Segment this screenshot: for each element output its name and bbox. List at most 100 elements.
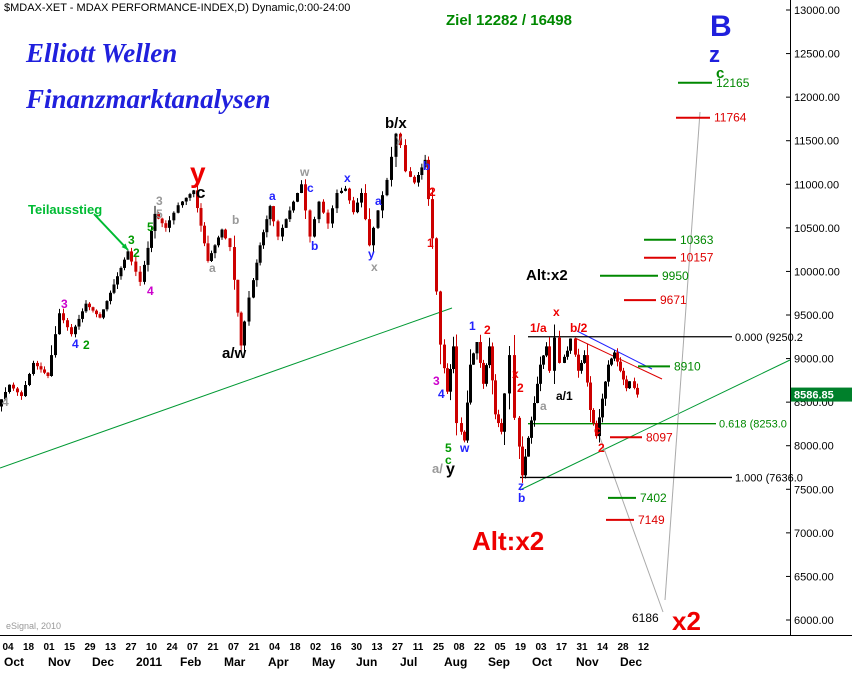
- svg-text:27: 27: [392, 642, 404, 653]
- wave-label: b: [311, 239, 318, 253]
- esignal-watermark: eSignal, 2010: [6, 621, 62, 631]
- svg-text:May: May: [312, 655, 336, 669]
- svg-text:0.000 (9250.2: 0.000 (9250.2: [735, 332, 803, 344]
- svg-text:0.618 (8253.0: 0.618 (8253.0: [719, 419, 787, 431]
- svg-text:7000.00: 7000.00: [794, 528, 834, 540]
- svg-text:15: 15: [64, 642, 76, 653]
- svg-text:Nov: Nov: [48, 655, 71, 669]
- svg-text:10: 10: [146, 642, 158, 653]
- svg-text:9000.00: 9000.00: [794, 354, 834, 366]
- wave-label: 1: [427, 236, 434, 250]
- wave-label: 5: [147, 220, 154, 234]
- svg-text:6000.00: 6000.00: [794, 615, 834, 627]
- brand-line1: Elliott Wellen: [26, 38, 178, 68]
- svg-text:30: 30: [351, 642, 363, 653]
- svg-text:Jun: Jun: [356, 655, 377, 669]
- wave-label: b: [423, 159, 430, 173]
- last-price-badge: 8586.85: [791, 387, 852, 402]
- svg-text:1.000 (7636.0: 1.000 (7636.0: [735, 472, 803, 484]
- target-levels: 12165 11764 10363 10157 9950 9671 8910 8097 7402…: [600, 76, 750, 527]
- wave-label: a: [375, 194, 382, 208]
- svg-text:07: 07: [228, 642, 240, 653]
- svg-text:12: 12: [638, 642, 650, 653]
- wave-label: y: [190, 157, 206, 188]
- svg-text:05: 05: [494, 642, 506, 653]
- annotation-arrow: [93, 213, 129, 251]
- svg-text:04: 04: [269, 642, 281, 653]
- wave-label: Teilausstieg: [28, 202, 102, 217]
- wave-label: b/2: [570, 321, 588, 335]
- wave-label: 4: [2, 395, 9, 409]
- brand-watermark: Elliott Wellen Finanzmarktanalysen: [26, 30, 271, 122]
- svg-text:Feb: Feb: [180, 655, 201, 669]
- wave-label: 5: [156, 207, 163, 221]
- wave-label: x: [344, 171, 351, 185]
- wave-label: y: [368, 247, 375, 261]
- svg-text:25: 25: [433, 642, 445, 653]
- wave-label: c: [307, 181, 314, 195]
- svg-text:Dec: Dec: [92, 655, 114, 669]
- wave-label: b: [518, 491, 525, 505]
- wave-label: a/1: [556, 389, 573, 403]
- svg-text:17: 17: [556, 642, 568, 653]
- wave-label: 4: [72, 337, 79, 351]
- svg-text:2011: 2011: [136, 655, 162, 669]
- svg-text:Mar: Mar: [224, 655, 246, 669]
- wave-label: 1: [469, 319, 476, 333]
- svg-text:13: 13: [105, 642, 117, 653]
- brand-line2: Finanzmarktanalysen: [26, 84, 271, 114]
- svg-text:12500.00: 12500.00: [794, 49, 840, 61]
- svg-text:19: 19: [515, 642, 527, 653]
- wave-label: 4: [438, 387, 445, 401]
- wave-label: b/x: [385, 115, 407, 132]
- svg-text:21: 21: [248, 642, 260, 653]
- svg-text:01: 01: [43, 642, 55, 653]
- wave-label: 1/a: [530, 321, 547, 335]
- svg-text:Oct: Oct: [532, 655, 552, 669]
- fib-retracement: 0.000 (9250.2 0.618 (8253.0 1.000 (7636.0: [520, 332, 803, 484]
- svg-text:12000.00: 12000.00: [794, 92, 840, 104]
- svg-text:18: 18: [23, 642, 35, 653]
- chart-title: $MDAX-XET - MDAX PERFORMANCE-INDEX,D) Dy…: [4, 2, 351, 14]
- svg-text:10157: 10157: [680, 251, 714, 265]
- wave-label: 2: [517, 381, 524, 395]
- svg-text:Jul: Jul: [400, 655, 417, 669]
- svg-text:Oct: Oct: [4, 655, 24, 669]
- wave-label: z: [709, 42, 720, 67]
- svg-text:13000.00: 13000.00: [794, 5, 840, 17]
- svg-text:7500.00: 7500.00: [794, 484, 834, 496]
- svg-text:13: 13: [371, 642, 383, 653]
- svg-text:28: 28: [617, 642, 629, 653]
- svg-text:8910: 8910: [674, 359, 701, 373]
- svg-text:9671: 9671: [660, 293, 687, 307]
- svg-text:7149: 7149: [638, 513, 665, 527]
- wave-label: a: [269, 189, 276, 203]
- svg-text:27: 27: [125, 642, 137, 653]
- wave-label: Alt:x2: [472, 526, 544, 556]
- svg-text:Apr: Apr: [268, 655, 289, 669]
- wave-label: 3: [128, 233, 135, 247]
- svg-text:8000.00: 8000.00: [794, 441, 834, 453]
- wave-label: 3: [433, 374, 440, 388]
- wave-label: 6186: [632, 611, 659, 625]
- wave-label: c: [594, 423, 601, 437]
- wave-label: c: [445, 453, 452, 467]
- svg-text:9500.00: 9500.00: [794, 310, 834, 322]
- price-axis[interactable]: 13000.00 12500.00 12000.00 11500.00 11000.00…: [0, 0, 852, 636]
- wave-label: w: [459, 441, 470, 455]
- wave-label: 3: [156, 194, 163, 208]
- svg-text:6500.00: 6500.00: [794, 571, 834, 583]
- trendlines: [0, 111, 791, 613]
- wave-label: 2: [598, 441, 605, 455]
- wave-label: B: [710, 10, 732, 43]
- time-axis[interactable]: 04 18 01 15 29 13 27 10 24 07 21 07 21 04 18 02 16 30 13 27…: [2, 642, 649, 669]
- svg-text:07: 07: [187, 642, 199, 653]
- wave-label: x: [371, 260, 378, 274]
- svg-text:12165: 12165: [716, 76, 750, 90]
- svg-text:02: 02: [310, 642, 322, 653]
- wave-label: c: [716, 65, 724, 82]
- svg-text:10363: 10363: [680, 233, 714, 247]
